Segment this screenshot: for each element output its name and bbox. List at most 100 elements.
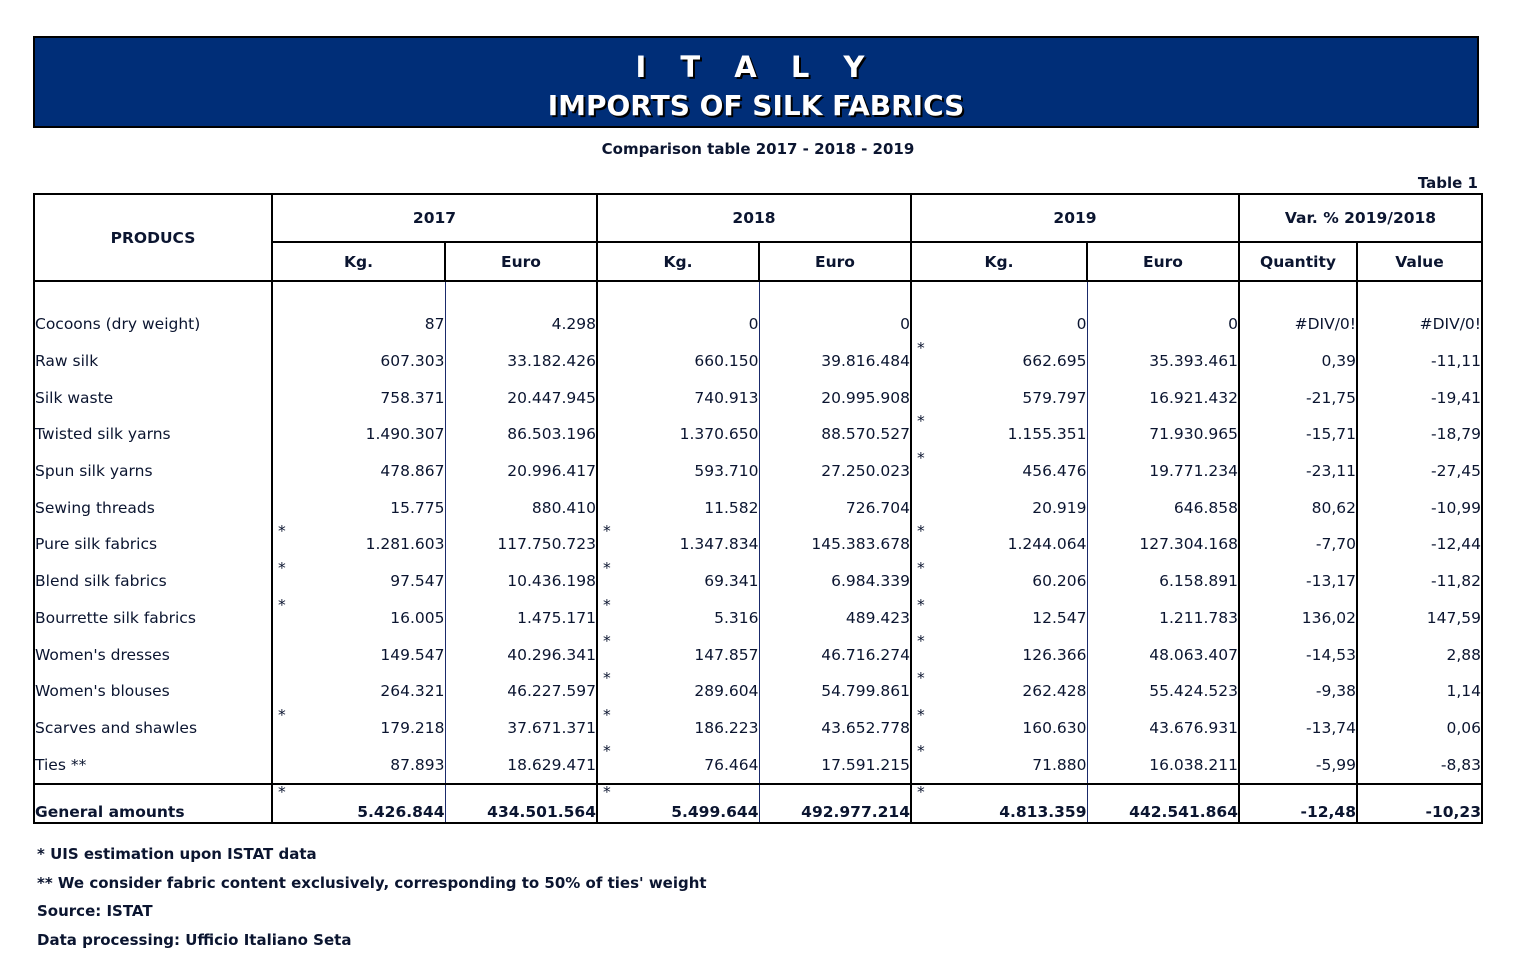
- euro-2018: 27.250.023: [759, 452, 912, 490]
- estimate-asterisk: *: [278, 595, 286, 614]
- estimate-asterisk: *: [917, 705, 925, 724]
- kg-2018: 1.370.650: [596, 416, 760, 453]
- euro-2018: 726.704: [759, 489, 912, 527]
- kg-2018: * 5.499.644: [596, 782, 760, 824]
- product-name-value: Women's blouses: [35, 682, 170, 701]
- var-quantity: -5,99: [1238, 746, 1358, 784]
- product-name: Raw silk: [33, 342, 273, 380]
- product-name: Bourrette silk fabrics: [33, 599, 273, 637]
- kg-2019: * 662.695: [910, 339, 1088, 380]
- var-quantity-value: -13,74: [1306, 718, 1356, 737]
- var-quantity-value: 80,62: [1311, 498, 1356, 517]
- euro-2019: 48.063.407: [1087, 636, 1240, 673]
- euro-2018-value: 54.799.861: [821, 682, 910, 701]
- var-quantity: #DIV/0!: [1238, 306, 1358, 343]
- euro-2018: 492.977.214: [759, 782, 912, 824]
- euro-2018: 145.383.678: [759, 526, 912, 563]
- euro-2019: 19.771.234: [1087, 452, 1240, 490]
- kg-2019: * 60.206: [910, 559, 1088, 600]
- euro-2018-value: 46.716.274: [821, 645, 910, 664]
- estimate-asterisk: *: [603, 632, 611, 651]
- kg-2019: * 160.630: [910, 706, 1088, 747]
- kg-2017-value: 264.321: [380, 682, 445, 701]
- var-quantity: -13,74: [1238, 709, 1358, 747]
- euro-2019-value: 0: [1228, 315, 1238, 334]
- estimate-asterisk: *: [917, 522, 925, 541]
- product-name: Pure silk fabrics: [33, 526, 273, 563]
- product-name: Spun silk yarns: [33, 452, 273, 490]
- euro-2019-value: 1.211.783: [1159, 608, 1238, 627]
- banner-title: IMPORTS OF SILK FABRICS: [547, 89, 965, 122]
- estimate-asterisk: *: [917, 338, 925, 357]
- kg-2018: * 186.223: [596, 706, 760, 747]
- kg-2019-value: 1.244.064: [1007, 535, 1087, 554]
- var-value-value: 147,59: [1426, 608, 1481, 627]
- kg-2018-value: 69.341: [704, 572, 759, 591]
- kg-2017-value: 179.218: [380, 718, 445, 737]
- estimate-asterisk: *: [278, 558, 286, 577]
- var-quantity: -9,38: [1238, 672, 1358, 710]
- euro-2018: 43.652.778: [759, 709, 912, 747]
- euro-2017-value: 10.436.198: [507, 572, 596, 591]
- header-products: PRODUCS: [33, 193, 273, 282]
- table-row: Sewing threads 15.775 880.410 11.582 726.704…: [33, 489, 1483, 527]
- kg-2018-value: 186.223: [694, 718, 759, 737]
- var-value: -19,41: [1357, 379, 1483, 417]
- estimate-asterisk: *: [603, 782, 611, 801]
- kg-2018: 0: [596, 306, 760, 343]
- product-name: Blend silk fabrics: [33, 562, 273, 600]
- euro-2017-value: 1.475.171: [517, 608, 596, 627]
- kg-2018-value: 5.499.644: [671, 802, 759, 821]
- euro-2018: 39.816.484: [759, 342, 912, 380]
- euro-2019-value: 55.424.523: [1149, 682, 1238, 701]
- var-quantity-value: -12,48: [1300, 802, 1356, 821]
- var-value: -10,99: [1357, 489, 1483, 527]
- kg-2018-value: 1.347.834: [679, 535, 759, 554]
- kg-2019: * 1.244.064: [910, 522, 1088, 563]
- euro-2018: 46.716.274: [759, 636, 912, 673]
- estimate-asterisk: *: [917, 742, 925, 761]
- var-quantity-value: -21,75: [1306, 388, 1356, 407]
- euro-2018: 88.570.527: [759, 416, 912, 453]
- kg-2019-value: 1.155.351: [1007, 425, 1087, 444]
- kg-2019: 20.919: [910, 489, 1088, 527]
- estimate-asterisk: *: [278, 705, 286, 724]
- kg-2019: * 262.428: [910, 669, 1088, 710]
- euro-2017: 18.629.471: [445, 746, 598, 784]
- euro-2018: 489.423: [759, 599, 912, 637]
- kg-2017-value: 758.371: [380, 388, 445, 407]
- var-value: -11,11: [1357, 342, 1483, 380]
- kg-2019: * 12.547: [910, 596, 1088, 637]
- euro-2019-value: 442.541.864: [1129, 802, 1238, 821]
- kg-2017: * 16.005: [271, 596, 446, 637]
- header-year-2019: 2019: [910, 193, 1240, 243]
- euro-2019: 16.921.432: [1087, 379, 1240, 417]
- kg-2017: 758.371: [271, 379, 446, 417]
- kg-2019-value: 456.476: [1022, 462, 1087, 481]
- euro-2019-value: 43.676.931: [1149, 718, 1238, 737]
- var-quantity: -15,71: [1238, 416, 1358, 453]
- kg-2017-value: 5.426.844: [357, 802, 445, 821]
- var-value-value: -8,83: [1440, 755, 1481, 774]
- var-value: -10,23: [1357, 782, 1483, 824]
- var-quantity-value: -14,53: [1306, 645, 1356, 664]
- kg-2019-value: 71.880: [1032, 755, 1087, 774]
- footnote-source: Source: ISTAT: [37, 902, 153, 920]
- euro-2018-value: 27.250.023: [821, 462, 910, 481]
- product-name-value: Cocoons (dry weight): [35, 315, 201, 334]
- table-row: Cocoons (dry weight) 87 4.298 0 0 0 0 #DIV/0! #D…: [33, 306, 1483, 343]
- var-value: 1,14: [1357, 672, 1483, 710]
- var-quantity-value: 136,02: [1301, 608, 1356, 627]
- kg-2017-value: 87.893: [390, 755, 445, 774]
- kg-2017: 607.303: [271, 342, 446, 380]
- euro-2017-value: 434.501.564: [487, 802, 596, 821]
- estimate-asterisk: *: [917, 448, 925, 467]
- euro-2019: 16.038.211: [1087, 746, 1240, 784]
- var-value: -8,83: [1357, 746, 1483, 784]
- table-row: Twisted silk yarns 1.490.307 86.503.196 1.3…: [33, 412, 1483, 453]
- kg-2019: 0: [910, 306, 1088, 343]
- euro-2018-value: 43.652.778: [821, 718, 910, 737]
- var-value: 0,06: [1357, 709, 1483, 747]
- euro-2019: 43.676.931: [1087, 709, 1240, 747]
- kg-2019: * 4.813.359: [910, 782, 1088, 824]
